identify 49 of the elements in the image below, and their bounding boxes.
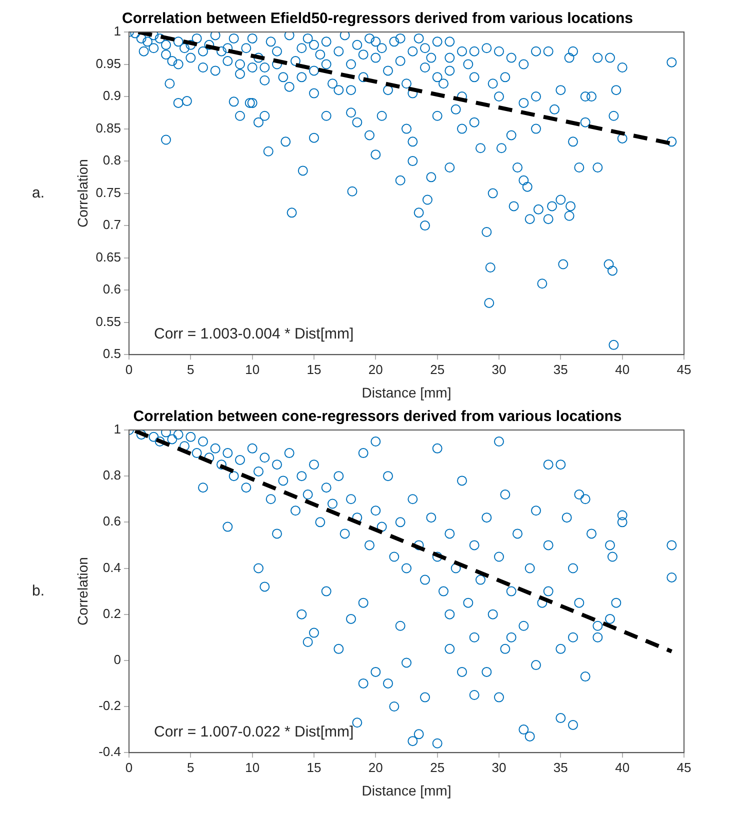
x-tick-label: 40: [615, 760, 630, 775]
y-tick-label: -0.2: [98, 698, 121, 714]
y-tick-label: 0.9: [102, 88, 121, 104]
y-tick-label: 0.5: [102, 346, 121, 362]
x-tick-label: 0: [125, 362, 133, 377]
x-tick-label: 35: [553, 362, 568, 377]
y-tick-label: 0: [114, 652, 121, 668]
y-tick-label: 1: [114, 422, 121, 437]
x-tick-label: 10: [245, 362, 260, 377]
x-tick-label: 40: [615, 362, 630, 377]
y-tick-label: -0.4: [98, 744, 121, 760]
x-tick-label: 0: [125, 760, 133, 775]
y-tick-label: 1: [114, 24, 121, 39]
y-tick-label: 0.2: [102, 606, 121, 621]
y-tick-label: 0.6: [102, 514, 121, 529]
x-tick-label: 25: [430, 760, 445, 775]
chart-title: Correlation between cone-regressors derived from various locations: [133, 408, 622, 426]
x-tick-label: 20: [368, 760, 383, 775]
x-axis-title: Distance [mm]: [362, 782, 452, 798]
x-tick-label: 20: [368, 362, 383, 377]
y-tick-label: 0.8: [102, 468, 121, 483]
y-tick-label: 0.85: [96, 120, 121, 136]
x-tick-label: 30: [492, 362, 506, 377]
x-tick-label: 10: [245, 760, 260, 775]
x-tick-label: 15: [306, 760, 322, 775]
y-tick-label: 0.65: [96, 249, 121, 264]
y-axis-title: Correlation: [74, 557, 90, 626]
annotation: Corr = 1.007-0.022 * Dist[mm]: [154, 724, 354, 741]
y-tick-label: 0.7: [102, 217, 121, 232]
x-tick-label: 35: [553, 760, 568, 775]
x-axis-title: Distance [mm]: [362, 384, 452, 400]
y-tick-label: 0.55: [96, 314, 121, 329]
y-tick-label: 0.4: [102, 560, 121, 575]
x-tick-label: 5: [187, 362, 194, 377]
x-tick-label: 45: [676, 760, 692, 775]
chart-title: Correlation between Efield50-regressors derived from various locations: [122, 10, 633, 28]
x-tick-label: 45: [676, 362, 692, 377]
annotation: Corr = 1.003-0.004 * Dist[mm]: [154, 326, 354, 343]
x-tick-label: 15: [306, 362, 322, 377]
x-tick-label: 5: [187, 760, 194, 775]
x-tick-label: 25: [430, 362, 445, 377]
y-tick-label: 0.6: [102, 282, 121, 297]
y-tick-label: 0.75: [96, 184, 121, 200]
y-tick-label: 0.8: [102, 152, 121, 168]
y-axis-title: Correlation: [74, 159, 90, 228]
x-tick-label: 30: [492, 760, 506, 775]
text: a.: [32, 184, 45, 202]
y-tick-label: 0.95: [96, 56, 121, 71]
text: b.: [32, 582, 45, 600]
